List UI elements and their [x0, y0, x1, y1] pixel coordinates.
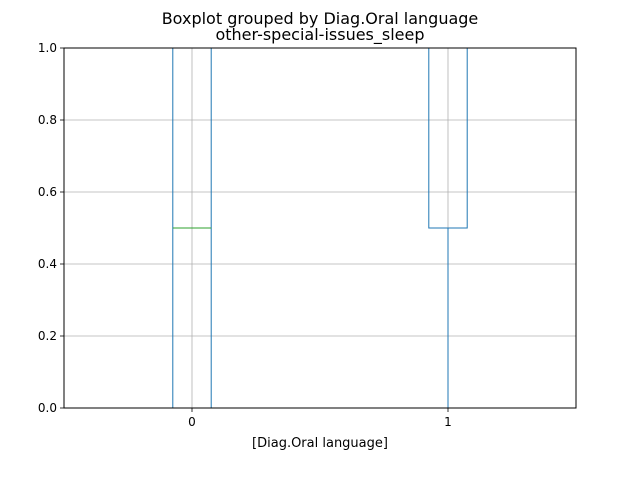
y-tick-label: 0.8: [38, 113, 57, 127]
y-tick-label: 0.6: [38, 185, 57, 199]
y-tick-label: 0.2: [38, 329, 57, 343]
x-tick-label: 1: [444, 415, 452, 429]
box-layer: [172, 47, 468, 409]
x-tick-label: 0: [188, 415, 196, 429]
grid-layer: [64, 47, 576, 409]
chart-title: other-special-issues_sleep: [215, 25, 424, 45]
x-axis-label: [Diag.Oral language]: [252, 436, 388, 451]
y-tick-label: 0.4: [38, 257, 57, 271]
plot-frame: [63, 47, 577, 409]
tick-layer: 0.0 0.2 0.4 0.6 0.8 1.0 0 1: [38, 41, 452, 429]
chart-suptitle: Boxplot grouped by Diag.Oral language: [162, 9, 479, 28]
y-tick-label: 1.0: [38, 41, 57, 55]
y-tick-label: 0.0: [38, 401, 57, 415]
